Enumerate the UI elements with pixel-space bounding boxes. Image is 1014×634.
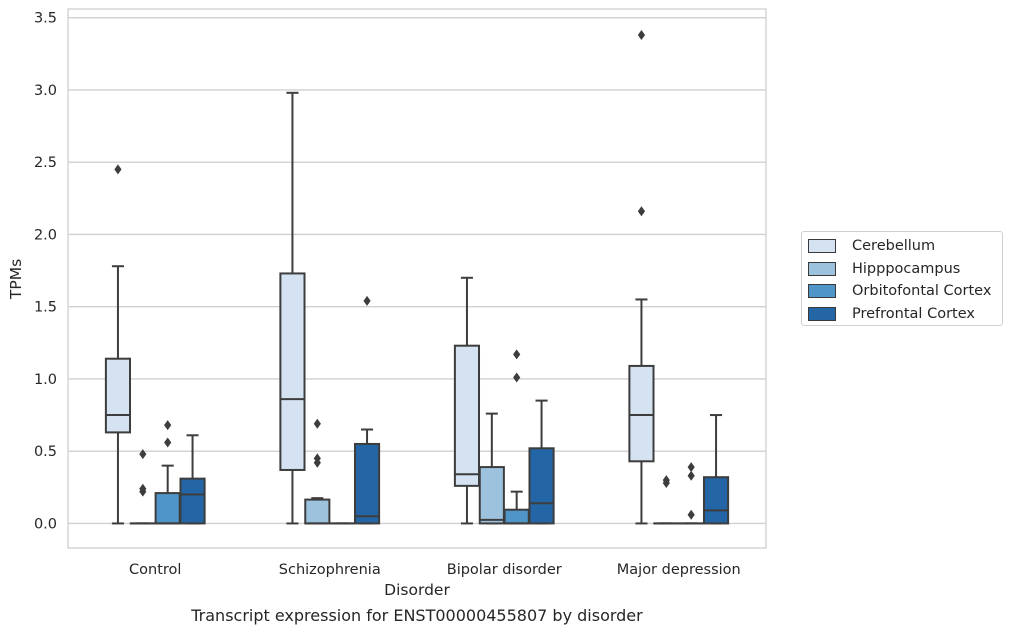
box xyxy=(179,477,206,525)
outlier-point xyxy=(687,509,695,520)
legend-label: Prefrontal Cortex xyxy=(852,305,975,322)
y-tick-label: 2.5 xyxy=(34,155,57,171)
outlier-point xyxy=(513,349,521,360)
box xyxy=(104,357,132,434)
legend: Cerebellum Hipppocampus Orbitofontal Cor… xyxy=(801,231,1003,326)
box-group xyxy=(678,462,705,525)
box-group xyxy=(129,449,156,525)
box-group xyxy=(179,434,206,525)
outlier-point xyxy=(139,483,147,494)
legend-label: Hipppocampus xyxy=(852,260,961,277)
outlier-point xyxy=(662,475,670,486)
plot-frame xyxy=(67,8,767,549)
y-tick-label: 3.5 xyxy=(34,11,57,27)
legend-label: Orbitofontal Cortex xyxy=(852,283,992,300)
box-group xyxy=(104,164,132,525)
legend-label: Cerebellum xyxy=(852,238,936,255)
box xyxy=(528,447,555,525)
box xyxy=(702,476,730,525)
x-tick-label: Control xyxy=(129,562,181,578)
legend-item-orbitofrontal-cortex: Orbitofontal Cortex xyxy=(808,280,1002,303)
outlier-point xyxy=(637,30,646,41)
outlier-point xyxy=(637,206,646,217)
gridlines xyxy=(68,17,766,525)
box-group xyxy=(304,418,331,525)
figure-caption: Transcript expression for ENST0000045580… xyxy=(191,606,643,625)
box xyxy=(478,466,505,525)
outlier-point xyxy=(313,453,321,464)
box-group xyxy=(154,420,181,525)
x-axis-label: Disorder xyxy=(384,581,450,599)
x-tick-labels: Control Schizophrenia Bipolar disorder Majo… xyxy=(129,562,741,578)
x-tick-label: Bipolar disorder xyxy=(447,562,562,578)
outlier-point xyxy=(687,470,695,481)
box-group xyxy=(628,30,655,525)
outlier-point xyxy=(687,462,695,473)
legend-swatch xyxy=(808,239,836,254)
box xyxy=(353,442,381,525)
outlier-point xyxy=(313,418,321,429)
legend-swatch xyxy=(808,284,836,299)
legend-item-cerebellum: Cerebellum xyxy=(808,235,1002,258)
y-tick-label: 3.0 xyxy=(34,83,57,99)
outlier-point xyxy=(513,372,521,383)
box-group xyxy=(478,412,505,525)
box-group xyxy=(528,399,555,525)
y-tick-label: 0.5 xyxy=(34,444,57,460)
legend-item-prefrontal-cortex: Prefrontal Cortex xyxy=(808,303,1002,326)
y-tick-label: 0.0 xyxy=(34,516,57,532)
outlier-point xyxy=(139,449,147,460)
box-group xyxy=(653,475,680,525)
outlier-point xyxy=(164,437,172,448)
y-tick-labels: 0.0 0.5 1.0 1.5 2.0 2.5 3.0 3.5 xyxy=(34,11,57,533)
outlier-point xyxy=(363,295,371,306)
outlier-point xyxy=(114,164,122,175)
box xyxy=(628,364,655,463)
box xyxy=(453,344,481,487)
box xyxy=(304,498,331,525)
box xyxy=(503,508,530,525)
x-tick-label: Schizophrenia xyxy=(279,562,381,578)
x-tick-label: Major depression xyxy=(617,562,741,578)
box xyxy=(279,272,306,471)
box-group xyxy=(702,414,730,525)
y-tick-label: 1.0 xyxy=(34,372,57,388)
y-tick-label: 2.0 xyxy=(34,227,57,243)
legend-swatch xyxy=(808,306,836,321)
outlier-point xyxy=(164,420,172,431)
box-group xyxy=(503,349,530,525)
legend-swatch xyxy=(808,261,836,276)
box xyxy=(154,492,181,525)
y-tick-label: 1.5 xyxy=(34,300,57,316)
y-axis-label: TPMs xyxy=(7,259,25,300)
box-group xyxy=(353,295,381,525)
box-group xyxy=(453,276,481,525)
box-group xyxy=(279,91,306,525)
legend-item-hippocampus: Hipppocampus xyxy=(808,258,1002,281)
boxes xyxy=(104,30,730,525)
